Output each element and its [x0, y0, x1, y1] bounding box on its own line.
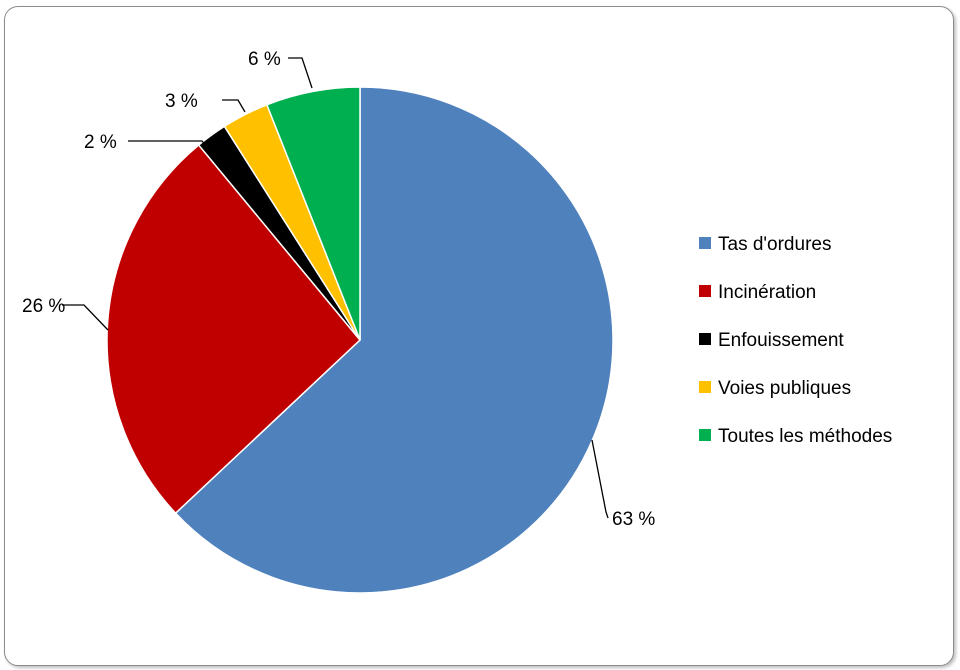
legend-label-toutes-les-methodes: Toutes les méthodes — [718, 426, 892, 447]
legend: Tas d'ordures Incinération Enfouissement Vo… — [699, 234, 892, 447]
leader-line-tas-d-ordures — [591, 439, 609, 519]
pie-slice-incineration — [106, 144, 362, 515]
data-label-toutes-les-methodes: 6 % — [248, 49, 281, 70]
leader-line-enfouissement — [128, 140, 208, 148]
data-labels: 63 % 26 % 2 % 3 % 6 % — [22, 49, 655, 530]
legend-swatch-tas-d-ordures — [699, 237, 711, 249]
legend-swatch-incineration — [699, 285, 711, 297]
data-label-tas-d-ordures: 63 % — [612, 509, 655, 530]
legend-swatch-voies-publiques — [699, 381, 711, 393]
data-label-enfouissement: 2 % — [84, 132, 117, 153]
leader-line-voies-publiques — [222, 99, 246, 113]
legend-label-incineration: Incinération — [718, 282, 816, 303]
leader-lines — [62, 57, 609, 519]
leader-line-toutes-les-methodes — [288, 57, 313, 89]
legend-swatch-toutes-les-methodes — [699, 429, 711, 441]
data-label-voies-publiques: 3 % — [165, 91, 198, 112]
leader-line-incineration — [62, 304, 109, 331]
pie-slices — [106, 86, 614, 594]
legend-label-enfouissement: Enfouissement — [718, 330, 844, 351]
data-label-incineration: 26 % — [22, 296, 65, 317]
legend-label-tas-d-ordures: Tas d'ordures — [718, 234, 831, 255]
legend-swatch-enfouissement — [699, 333, 711, 345]
pie-slice-toutes-les-methodes — [265, 86, 361, 341]
legend-label-voies-publiques: Voies publiques — [718, 378, 851, 399]
